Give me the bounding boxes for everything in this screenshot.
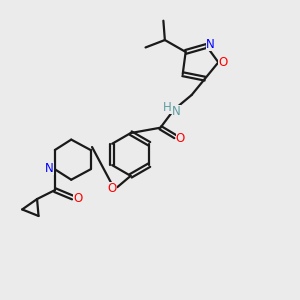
Text: O: O bbox=[107, 182, 117, 194]
Text: N: N bbox=[172, 105, 181, 118]
Text: N: N bbox=[45, 162, 54, 175]
Text: O: O bbox=[218, 56, 227, 69]
Text: H: H bbox=[163, 101, 172, 114]
Text: O: O bbox=[74, 192, 83, 205]
Text: N: N bbox=[206, 38, 215, 51]
Text: O: O bbox=[176, 132, 185, 145]
